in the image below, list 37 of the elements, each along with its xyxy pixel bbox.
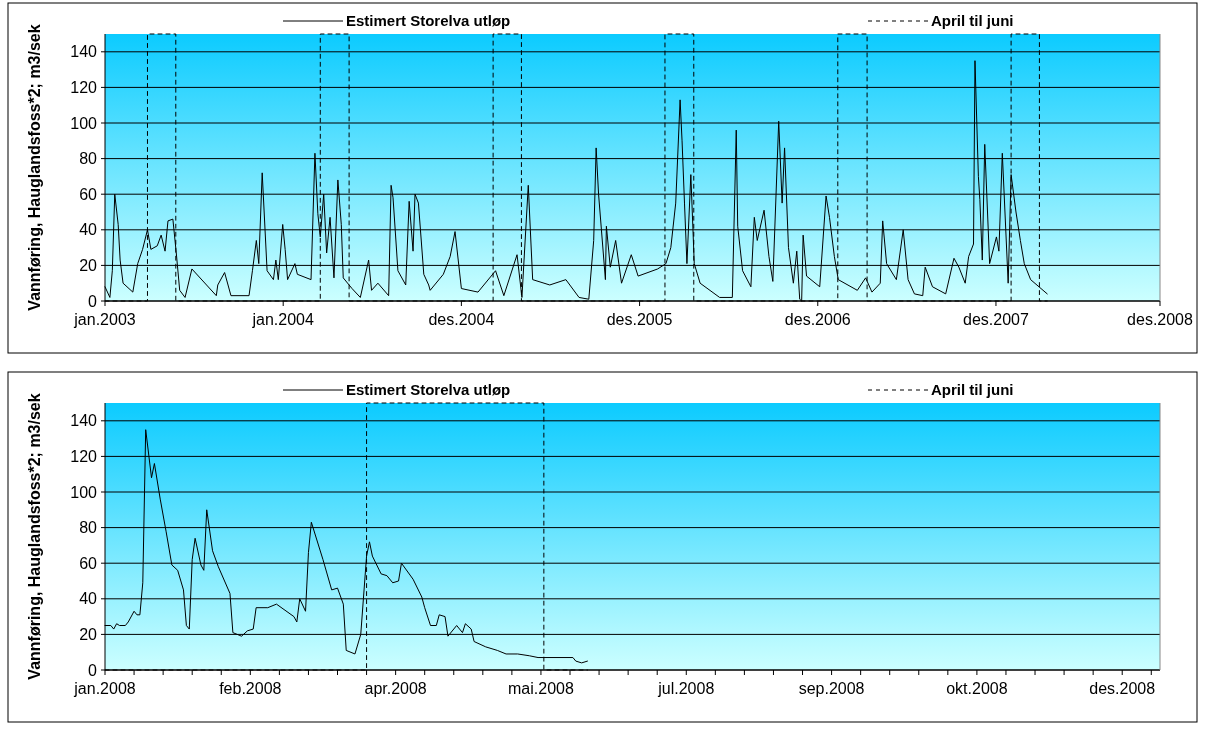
y-tick-label: 140 <box>70 43 98 61</box>
x-tick-label: feb.2008 <box>219 680 282 697</box>
x-tick-label: jan.2008 <box>73 680 136 697</box>
y-tick-label: 40 <box>79 590 98 608</box>
y-tick-label: 80 <box>79 150 98 168</box>
x-tick-label: okt.2008 <box>946 680 1008 697</box>
y-tick-label: 40 <box>79 221 98 239</box>
x-tick-label: des.2005 <box>606 311 673 328</box>
y-tick-label: 0 <box>88 292 98 310</box>
x-tick-label: jul.2008 <box>657 680 715 697</box>
legend-label: Estimert Storelva utløp <box>346 12 511 30</box>
x-tick-label: des.2008 <box>1127 311 1194 328</box>
y-tick-label: 0 <box>88 661 98 679</box>
x-tick-label: apr.2008 <box>364 680 427 697</box>
y-tick-label: 100 <box>70 114 98 132</box>
y-tick-label: 80 <box>79 519 98 537</box>
y-tick-label: 20 <box>79 626 98 643</box>
y-axis-title: Vannføring, Hauglandsfoss*2; m3/sek <box>26 393 43 680</box>
x-tick-label: des.2004 <box>428 311 495 328</box>
legend-label: April til juni <box>931 381 1014 399</box>
x-tick-label: jan.2004 <box>251 311 314 328</box>
y-tick-label: 20 <box>79 257 98 274</box>
legend-label: April til juni <box>931 12 1014 30</box>
legend-label: Estimert Storelva utløp <box>346 381 511 399</box>
y-axis-title: Vannføring, Hauglandsfoss*2; m3/sek <box>26 24 43 311</box>
y-tick-label: 120 <box>70 448 98 465</box>
x-tick-label: mai.2008 <box>508 680 574 697</box>
y-tick-label: 60 <box>79 185 98 203</box>
x-tick-label: sep.2008 <box>798 680 865 697</box>
x-tick-label: des.2006 <box>784 311 851 328</box>
y-tick-label: 100 <box>70 483 98 501</box>
y-tick-label: 120 <box>70 79 98 96</box>
y-tick-label: 60 <box>79 554 98 572</box>
x-tick-label: jan.2003 <box>73 311 136 328</box>
y-tick-label: 140 <box>70 412 98 430</box>
x-tick-label: des.2007 <box>963 311 1029 328</box>
x-tick-label: des.2008 <box>1089 680 1156 697</box>
